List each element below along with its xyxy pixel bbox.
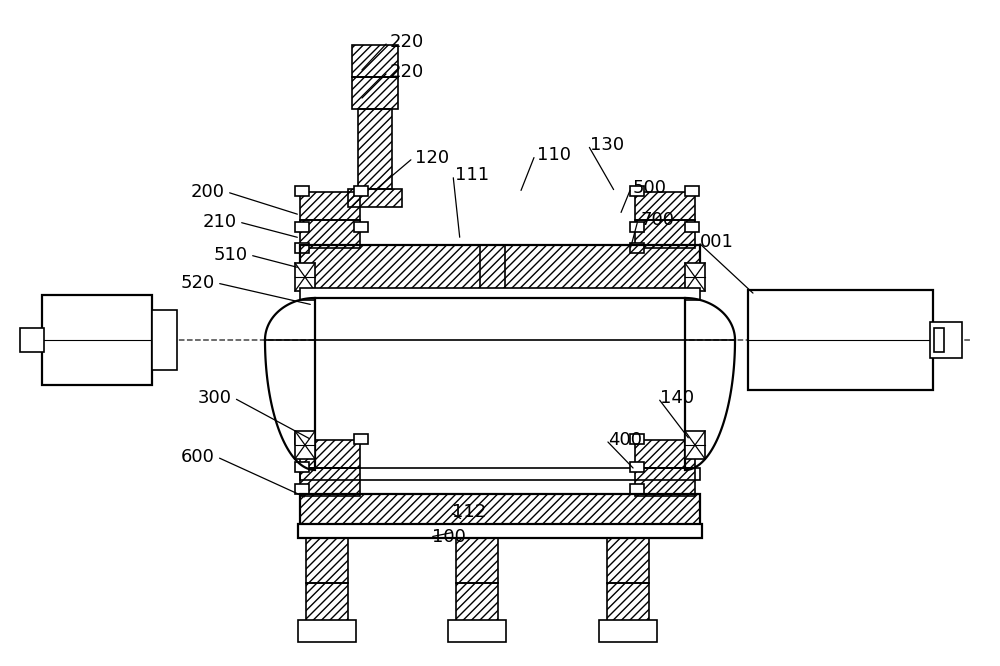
Bar xyxy=(599,620,657,642)
Bar xyxy=(295,186,309,196)
Text: 500: 500 xyxy=(633,179,667,197)
Bar xyxy=(300,192,360,220)
Text: 001: 001 xyxy=(700,233,734,251)
Text: 100: 100 xyxy=(432,528,466,546)
Bar xyxy=(300,494,700,526)
Bar xyxy=(354,222,368,232)
Bar xyxy=(358,109,392,189)
Text: 400: 400 xyxy=(608,431,642,449)
Bar xyxy=(300,440,360,468)
Bar xyxy=(306,583,348,623)
Bar xyxy=(300,245,700,290)
Text: 700: 700 xyxy=(640,211,674,229)
Bar xyxy=(930,322,962,358)
Bar xyxy=(456,538,498,583)
Bar xyxy=(685,434,699,444)
Bar xyxy=(306,538,348,583)
Bar xyxy=(295,222,309,232)
Text: 130: 130 xyxy=(590,136,624,154)
Bar xyxy=(354,186,368,196)
Bar xyxy=(295,484,309,494)
Bar xyxy=(295,462,309,472)
Text: 220: 220 xyxy=(390,63,424,81)
Bar xyxy=(630,243,644,253)
Text: 220: 220 xyxy=(390,33,424,51)
Bar xyxy=(300,468,700,480)
Bar xyxy=(630,186,644,196)
Text: 510: 510 xyxy=(214,246,248,264)
Text: 520: 520 xyxy=(181,274,215,292)
Bar xyxy=(298,620,356,642)
Bar xyxy=(298,524,702,538)
Bar xyxy=(456,583,498,623)
Bar xyxy=(348,189,402,207)
Text: 140: 140 xyxy=(660,389,694,407)
Bar xyxy=(635,440,695,468)
Bar xyxy=(300,220,360,248)
Bar xyxy=(295,431,315,459)
Text: 200: 200 xyxy=(191,183,225,201)
Bar xyxy=(295,434,309,444)
Text: 210: 210 xyxy=(203,213,237,231)
Bar xyxy=(300,248,360,506)
Bar xyxy=(607,538,649,583)
Bar xyxy=(685,263,705,291)
Bar xyxy=(635,220,695,248)
Bar xyxy=(630,462,644,472)
Bar xyxy=(685,186,699,196)
Bar xyxy=(295,263,315,291)
Bar xyxy=(630,222,644,232)
Bar xyxy=(635,468,695,496)
Bar xyxy=(685,431,705,459)
Bar xyxy=(152,310,177,370)
Text: 120: 120 xyxy=(415,149,449,167)
Text: 111: 111 xyxy=(455,166,489,184)
Bar xyxy=(352,45,398,77)
Bar xyxy=(630,484,644,494)
Bar xyxy=(20,328,44,352)
Bar xyxy=(685,222,699,232)
Text: 600: 600 xyxy=(181,448,215,466)
Bar xyxy=(630,434,644,444)
Bar xyxy=(300,288,700,300)
Bar xyxy=(354,434,368,444)
Text: 112: 112 xyxy=(452,503,486,521)
Bar xyxy=(352,77,398,109)
Text: 300: 300 xyxy=(198,389,232,407)
Bar xyxy=(295,243,309,253)
Bar xyxy=(300,468,360,496)
Text: 110: 110 xyxy=(537,146,571,164)
Bar xyxy=(934,328,944,352)
Bar xyxy=(748,290,933,390)
Bar xyxy=(635,192,695,220)
Bar xyxy=(607,583,649,623)
Bar xyxy=(448,620,506,642)
Bar xyxy=(315,298,685,470)
Bar xyxy=(42,295,152,385)
